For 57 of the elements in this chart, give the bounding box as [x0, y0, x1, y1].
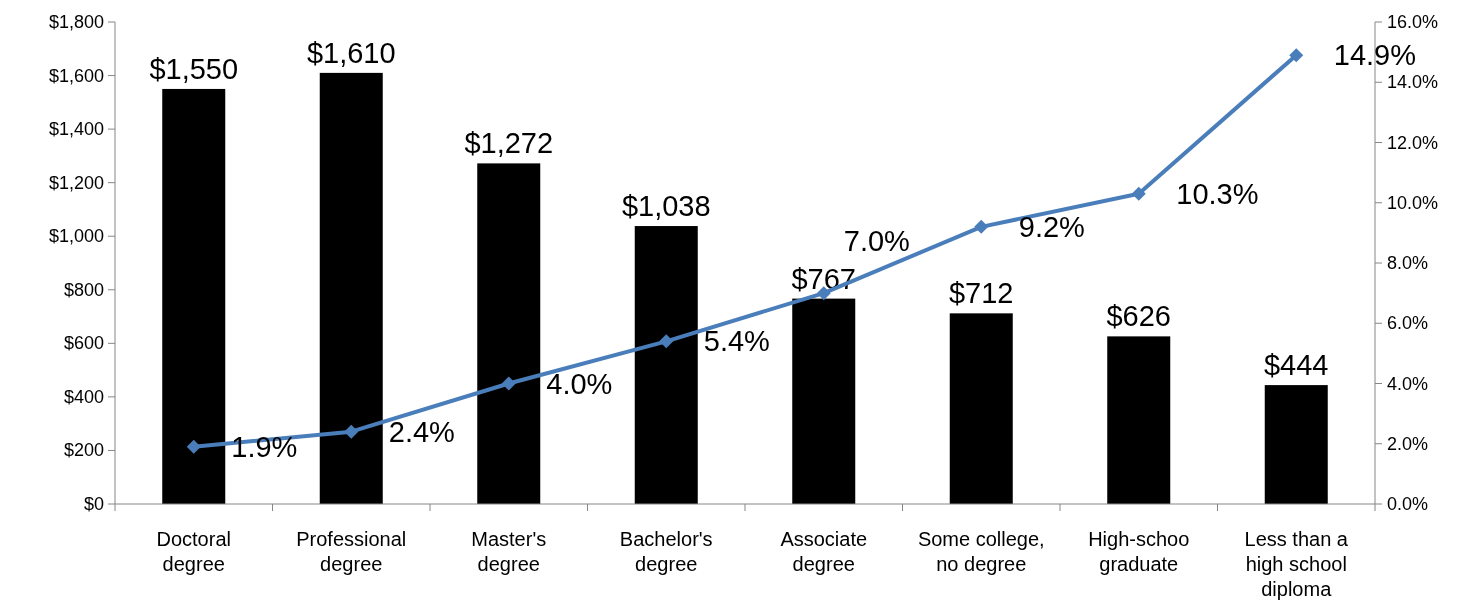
y2-tick-label: 4.0% [1387, 373, 1429, 394]
bar [162, 88, 226, 504]
bar [792, 298, 856, 504]
y-tick-label: $1,000 [48, 226, 104, 247]
y-tick-label: $1,800 [48, 12, 104, 32]
data-label: 5.4% [703, 325, 770, 358]
y2-tick-label: 8.0% [1387, 253, 1429, 273]
x-tick-label: Less than a high school diploma [1244, 528, 1349, 600]
data-label: 4.0% [546, 367, 613, 400]
x-tick-label: Doctoral degree [156, 528, 231, 575]
data-label: $767 [791, 262, 857, 295]
data-label: $712 [948, 277, 1014, 310]
y-tick-label: $800 [63, 279, 104, 300]
x-tick-label: Professional degree [296, 528, 407, 575]
data-label: 7.0% [843, 224, 910, 257]
point [974, 219, 989, 234]
x-tick-label: Master's degree [471, 528, 547, 575]
data-label: 2.4% [388, 415, 455, 448]
data-label: $444 [1263, 349, 1329, 382]
data-label: $626 [1106, 300, 1172, 333]
point [659, 334, 674, 349]
point [344, 424, 359, 439]
data-label: 9.2% [1018, 210, 1085, 243]
y2-tick-label: 10.0% [1387, 192, 1439, 213]
y2-tick-label: 6.0% [1387, 313, 1429, 334]
y2-tick-label: 16.0% [1387, 12, 1439, 32]
bar [634, 226, 698, 504]
x-tick-label: High-schoo graduate [1088, 528, 1190, 575]
data-label: 14.9% [1333, 39, 1416, 72]
bar [477, 163, 541, 504]
data-label: $1,272 [464, 127, 554, 160]
point [186, 439, 201, 454]
y-tick-label: $1,200 [48, 172, 104, 193]
y-tick-label: $1,600 [48, 65, 104, 86]
x-tick-label: Bachelor's degree [619, 528, 713, 575]
y2-tick-label: 2.0% [1387, 433, 1429, 454]
y-tick-label: $0 [83, 494, 104, 514]
bar [319, 72, 383, 504]
y2-tick-label: 14.0% [1387, 72, 1439, 93]
x-tick-label: Some college, no degree [917, 528, 1045, 575]
bar [949, 313, 1013, 504]
point [1289, 48, 1304, 63]
y-tick-label: $1,400 [48, 119, 104, 140]
y-tick-label: $600 [63, 333, 104, 354]
data-label: 10.3% [1176, 177, 1259, 210]
y2-tick-label: 0.0% [1387, 494, 1429, 514]
y-tick-label: $400 [63, 386, 104, 407]
point [1131, 186, 1146, 201]
data-label: $1,610 [306, 36, 396, 69]
data-label: $1,038 [621, 190, 711, 223]
data-label: $1,550 [149, 52, 239, 85]
bar [1107, 336, 1171, 504]
y2-tick-label: 12.0% [1387, 132, 1439, 153]
point [501, 376, 516, 391]
y-tick-label: $200 [63, 440, 104, 461]
x-tick-label: Associate degree [780, 528, 868, 575]
bar [1264, 385, 1328, 504]
